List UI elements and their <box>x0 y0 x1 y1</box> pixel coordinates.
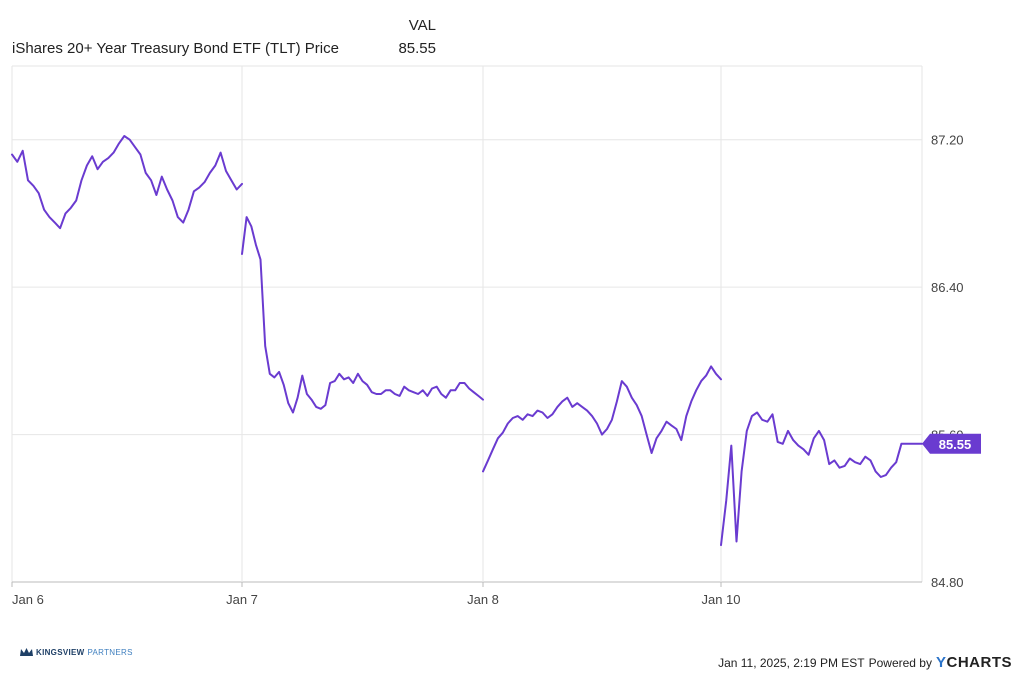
y-tick-label: 87.20 <box>931 133 964 148</box>
powered-by-label: Powered by <box>868 655 932 670</box>
last-value-badge: 85.55 <box>922 433 981 454</box>
ycharts-logo-y: Y <box>935 654 947 671</box>
price-line-jan-7 <box>241 216 484 414</box>
ycharts-logo-text: CHARTS <box>946 654 1012 671</box>
x-tick-label: Jan 7 <box>226 592 258 607</box>
legend-series-name: iShares 20+ Year Treasury Bond ETF (TLT)… <box>12 40 339 57</box>
kingsview-logo: KINGSVIEW PARTNERS <box>20 648 133 657</box>
price-line-jan-10 <box>720 411 923 547</box>
y-tick-label: 84.80 <box>931 575 964 590</box>
price-line-jan-6 <box>11 135 243 230</box>
legend-header: VAL <box>408 17 436 34</box>
y-tick-label: 86.40 <box>931 280 964 295</box>
ycharts-logo[interactable]: YCHARTS <box>936 654 1012 671</box>
brand-sub: PARTNERS <box>87 648 133 657</box>
crown-icon <box>20 648 33 656</box>
last-value-badge-shape <box>922 433 981 454</box>
price-lines <box>11 135 923 547</box>
x-tick-label: Jan 10 <box>701 592 740 607</box>
legend-series-value: 85.55 <box>398 40 436 57</box>
brand-name: KINGSVIEW <box>36 648 85 657</box>
gridlines <box>11 65 923 587</box>
footer-attribution: Jan 11, 2025, 2:19 PM EST Powered by YCH… <box>718 654 1012 671</box>
x-tick-label: Jan 6 <box>12 592 44 607</box>
x-tick-label: Jan 8 <box>467 592 499 607</box>
timestamp: Jan 11, 2025, 2:19 PM EST <box>718 655 865 670</box>
price-line-jan-8 <box>482 365 722 473</box>
last-value-label: 85.55 <box>939 437 972 452</box>
